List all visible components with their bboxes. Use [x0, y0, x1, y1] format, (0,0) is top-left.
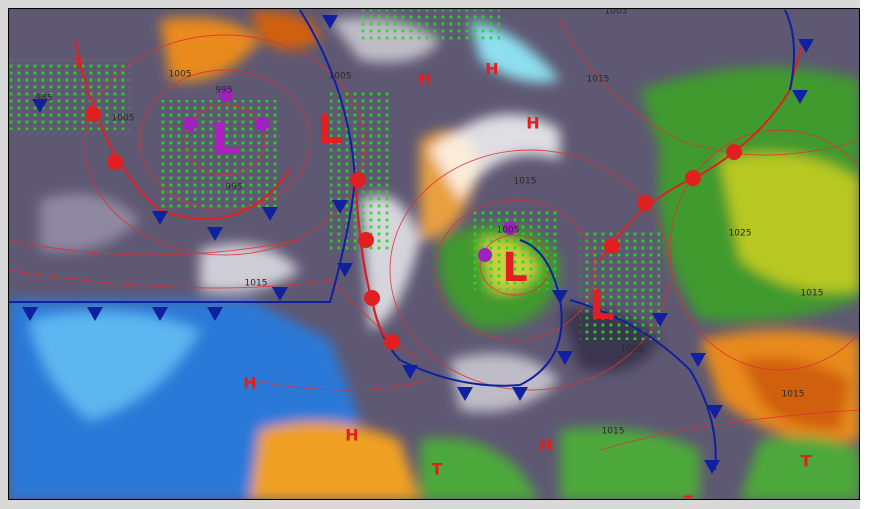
isobar-label: 1015 [602, 427, 625, 437]
cold-front-symbol [207, 307, 223, 321]
isobar-label: 1015 [514, 177, 537, 187]
cold-front-symbol [322, 15, 338, 29]
cold-front-symbol [32, 99, 48, 113]
isobar-label: 1005 [605, 7, 628, 17]
cold-front-symbol [707, 405, 723, 419]
cold-front-symbol [552, 290, 568, 304]
cold-front-symbol [207, 227, 223, 241]
isobar-label: 1005 [497, 226, 520, 236]
cold-front-symbol [152, 211, 168, 225]
isobar-label: 1015 [245, 279, 268, 289]
map-border [8, 8, 860, 500]
pressure-center: L [589, 283, 615, 329]
cold-front-symbol [457, 387, 473, 401]
pressure-center: H [485, 60, 498, 79]
cold-front-symbol [22, 307, 38, 321]
cold-front-symbol [337, 263, 353, 277]
pressure-center: L [502, 245, 528, 291]
cold-front-symbol [272, 287, 288, 301]
pressure-center: H [345, 426, 358, 445]
isobar-label: 1015 [801, 289, 824, 299]
pressure-center: L [317, 107, 343, 153]
cold-front-symbol [402, 365, 418, 379]
cold-front-symbol [152, 307, 168, 321]
isobar-label: 1005 [112, 114, 135, 124]
warm-front-symbol [358, 232, 374, 248]
cold-front-symbol [704, 460, 720, 474]
cold-front-symbol [557, 351, 573, 365]
pressure-center: L [212, 114, 240, 165]
isobar-label: 1005 [169, 70, 192, 80]
pressure-center: T [683, 494, 693, 509]
warm-front-symbol [107, 154, 123, 170]
warm-front-symbol [604, 238, 620, 254]
cold-front-symbol [512, 387, 528, 401]
cold-front-symbol [690, 353, 706, 367]
isobar-label: 1015 [587, 75, 610, 85]
front-symbols [22, 15, 814, 474]
pressure-center: T [432, 460, 443, 479]
occluded-symbol [503, 221, 517, 235]
map-labels: L L L L H H H H H H T T T T 1005 995 985 1005 1005 995 1005 1… [35, 7, 824, 509]
isobar-label: 995 [215, 86, 232, 96]
warm-front-symbol [364, 290, 380, 306]
isobar-label: 1005 [621, 345, 644, 355]
warm-front-symbol [685, 170, 701, 186]
pressure-center: H [526, 114, 539, 133]
pressure-center: H [539, 436, 552, 455]
isobar-label: 1005 [329, 72, 352, 82]
pressure-center: H [418, 70, 431, 89]
occluded-symbol [255, 117, 269, 131]
warm-front-symbol [85, 106, 101, 122]
occluded-symbol [478, 248, 492, 262]
cold-front-symbol [87, 307, 103, 321]
pressure-center: H [243, 374, 256, 393]
isobars [8, 19, 859, 451]
cold-front-symbol [652, 313, 668, 327]
warm-front-symbol [726, 144, 742, 160]
warm-front-symbol [637, 195, 653, 211]
occluded-symbol [219, 88, 233, 102]
warm-front-symbol [350, 172, 366, 188]
side-bar [860, 0, 871, 509]
cold-front-symbol [798, 39, 814, 53]
cold-front-symbol [332, 200, 348, 214]
isobar-label: 995 [225, 183, 242, 193]
cold-front-symbol [792, 90, 808, 104]
pressure-center: T [73, 56, 83, 72]
pressure-center: T [801, 452, 812, 471]
isobar-label: 1015 [782, 390, 805, 400]
cold-front-symbol [262, 207, 278, 221]
warm-front-symbol [384, 334, 400, 350]
isobar-label: 1025 [729, 229, 752, 239]
isobar-label: 985 [35, 94, 52, 104]
map-area: L L L L H H H H H H T T T T 1005 995 985 1005 1005 995 1005 1… [8, 7, 859, 509]
occluded-symbol [183, 117, 197, 131]
